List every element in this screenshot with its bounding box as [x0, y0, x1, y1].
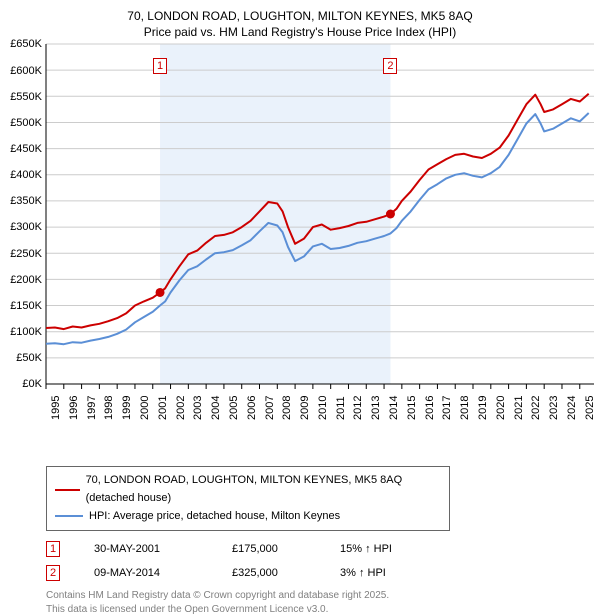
- x-tick-label: 1999: [121, 396, 133, 420]
- x-tick-label: 2025: [584, 396, 596, 420]
- y-tick-label: £300K: [0, 221, 42, 233]
- x-tick-label: 2002: [175, 396, 187, 420]
- x-tick-label: 1995: [50, 396, 62, 420]
- y-tick-label: £50K: [0, 352, 42, 364]
- footnote-line2: This data is licensed under the Open Gov…: [46, 603, 600, 616]
- event-delta: 15% ↑ HPI: [340, 543, 430, 555]
- y-tick-label: £100K: [0, 326, 42, 338]
- x-tick-label: 2004: [210, 396, 222, 420]
- x-tick-label: 2020: [495, 396, 507, 420]
- y-tick-label: £0K: [0, 378, 42, 390]
- chart-svg: [0, 40, 600, 420]
- legend-swatch: [55, 489, 80, 491]
- y-tick-label: £600K: [0, 65, 42, 77]
- x-tick-label: 1998: [103, 396, 115, 420]
- chart-container: £0K £50K £100K £150K £200K £250K £300K £350K £40…: [0, 40, 600, 460]
- x-tick-label: 2017: [441, 396, 453, 420]
- y-tick-label: £200K: [0, 274, 42, 286]
- x-tick-label: 2015: [406, 396, 418, 420]
- x-tick-label: 2009: [299, 396, 311, 420]
- x-tick-label: 2008: [281, 396, 293, 420]
- x-tick-label: 2016: [424, 396, 436, 420]
- x-tick-label: 1997: [86, 396, 98, 420]
- y-tick-label: £550K: [0, 91, 42, 103]
- legend-row: HPI: Average price, detached house, Milt…: [55, 508, 441, 526]
- x-tick-label: 2019: [477, 396, 489, 420]
- event-marker-box: 1: [46, 541, 60, 557]
- x-tick-label: 2018: [459, 396, 471, 420]
- footnote-line1: Contains HM Land Registry data © Crown c…: [46, 589, 600, 603]
- x-tick-label: 2006: [246, 396, 258, 420]
- x-tick-label: 2013: [370, 396, 382, 420]
- legend-swatch: [55, 515, 83, 517]
- y-tick-label: £150K: [0, 300, 42, 312]
- y-tick-label: £250K: [0, 248, 42, 260]
- y-tick-label: £400K: [0, 169, 42, 181]
- legend-label: 70, LONDON ROAD, LOUGHTON, MILTON KEYNES…: [86, 472, 441, 507]
- event-price: £325,000: [232, 567, 312, 579]
- event-row: 1 30-MAY-2001 £175,000 15% ↑ HPI: [46, 541, 600, 557]
- legend-box: 70, LONDON ROAD, LOUGHTON, MILTON KEYNES…: [46, 466, 450, 531]
- event-date: 09-MAY-2014: [94, 567, 204, 579]
- event-price: £175,000: [232, 543, 312, 555]
- sale-events: 1 30-MAY-2001 £175,000 15% ↑ HPI 2 09-MA…: [46, 541, 600, 581]
- y-tick-label: £350K: [0, 195, 42, 207]
- x-tick-label: 2014: [388, 396, 400, 420]
- x-tick-label: 2012: [352, 396, 364, 420]
- x-tick-label: 2010: [317, 396, 329, 420]
- sale-marker-box: 1: [153, 58, 167, 74]
- legend-label: HPI: Average price, detached house, Milt…: [89, 508, 340, 526]
- x-tick-label: 1996: [68, 396, 80, 420]
- event-delta: 3% ↑ HPI: [340, 567, 430, 579]
- x-tick-label: 2021: [513, 396, 525, 420]
- chart-title-line2: Price paid vs. HM Land Registry's House …: [0, 24, 600, 40]
- x-tick-label: 2023: [548, 396, 560, 420]
- legend-row: 70, LONDON ROAD, LOUGHTON, MILTON KEYNES…: [55, 472, 441, 507]
- footnote: Contains HM Land Registry data © Crown c…: [46, 589, 600, 616]
- x-tick-label: 2011: [335, 397, 347, 421]
- event-marker-box: 2: [46, 565, 60, 581]
- x-tick-label: 2000: [139, 396, 151, 420]
- x-tick-label: 2001: [157, 396, 169, 420]
- x-tick-label: 2007: [264, 396, 276, 420]
- chart-title-block: 70, LONDON ROAD, LOUGHTON, MILTON KEYNES…: [0, 0, 600, 40]
- event-date: 30-MAY-2001: [94, 543, 204, 555]
- y-tick-label: £500K: [0, 117, 42, 129]
- x-tick-label: 2003: [192, 396, 204, 420]
- y-tick-label: £450K: [0, 143, 42, 155]
- sale-marker-box: 2: [383, 58, 397, 74]
- event-row: 2 09-MAY-2014 £325,000 3% ↑ HPI: [46, 565, 600, 581]
- x-tick-label: 2022: [530, 396, 542, 420]
- x-tick-label: 2024: [566, 396, 578, 420]
- x-tick-label: 2005: [228, 396, 240, 420]
- y-tick-label: £650K: [0, 38, 42, 50]
- chart-title-line1: 70, LONDON ROAD, LOUGHTON, MILTON KEYNES…: [0, 8, 600, 24]
